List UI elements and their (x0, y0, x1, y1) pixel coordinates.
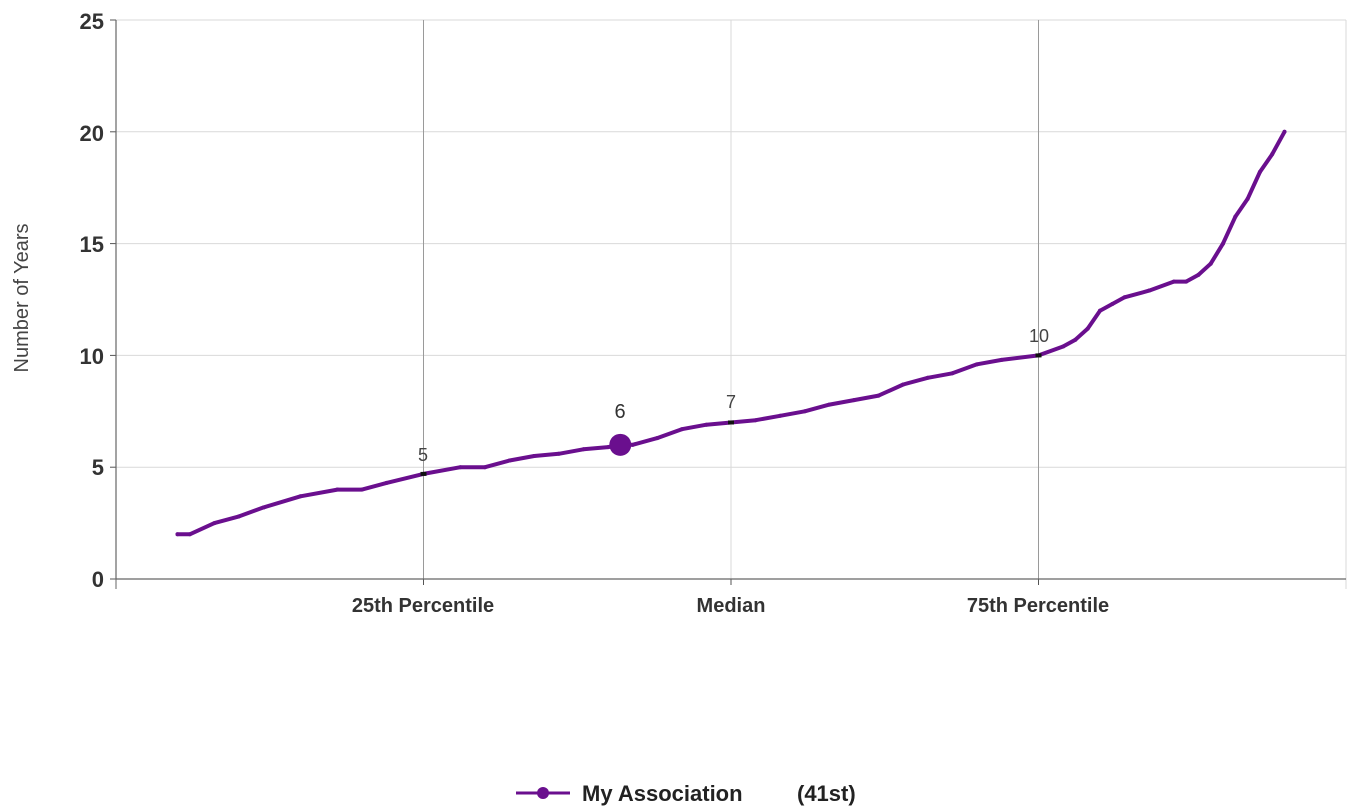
y-tick-label-20: 20 (80, 121, 104, 146)
data-point (483, 465, 487, 470)
annotation-median-value: 7 (726, 392, 736, 412)
data-point (827, 402, 832, 407)
data-point (1257, 170, 1262, 175)
data-point (1073, 337, 1078, 342)
data-point (1184, 279, 1189, 284)
data-point (778, 413, 783, 418)
y-tick-label-10: 10 (80, 344, 104, 369)
data-point (655, 436, 660, 441)
x-tick-label-median: Median (697, 595, 766, 617)
legend-rank: (41st) (797, 781, 856, 806)
annotation-layer: 5 7 10 6 (418, 326, 1049, 465)
annotation-25th-percentile-value: 5 (418, 445, 428, 465)
x-tick-label-75th-percentile: 75th Percentile (967, 595, 1109, 617)
my-association-value-label: 6 (614, 401, 625, 423)
data-point (261, 505, 266, 510)
data-point (1221, 241, 1225, 246)
data-point (212, 521, 217, 526)
data-point (175, 532, 180, 537)
y-tick-label-15: 15 (80, 232, 104, 257)
data-point (237, 514, 241, 519)
data-point (1270, 152, 1275, 157)
data-point (507, 458, 512, 463)
y-tick-label-5: 5 (92, 455, 104, 480)
legend-label: My Association (582, 781, 743, 806)
data-point (925, 375, 930, 380)
axis-layer: 0 5 10 15 20 25 25th Percentile Median 7… (11, 9, 1109, 617)
data-point (458, 465, 463, 470)
percentile-marker (728, 420, 734, 425)
data-point (1098, 308, 1102, 313)
legend: My Association (41st) (516, 781, 856, 806)
data-point (753, 418, 758, 423)
data-point (1061, 344, 1066, 349)
data-point (1196, 272, 1201, 277)
data-point (950, 371, 955, 376)
data-point (1233, 214, 1238, 219)
data-point (298, 494, 303, 499)
data-point (1171, 279, 1176, 284)
data-point (335, 487, 340, 492)
data-point (630, 442, 635, 447)
data-point (679, 427, 684, 432)
y-tick-label-25: 25 (80, 9, 104, 34)
data-point (1245, 196, 1250, 201)
data-point (999, 357, 1004, 362)
data-point (704, 422, 709, 427)
series-layer (175, 129, 1287, 537)
data-point (606, 445, 610, 450)
data-point (901, 382, 906, 387)
data-point (1147, 288, 1152, 293)
data-point (581, 447, 586, 452)
data-point (876, 393, 881, 398)
data-point (802, 409, 807, 414)
percentile-marker (420, 471, 427, 476)
data-point (1122, 295, 1127, 300)
data-point (532, 454, 537, 459)
legend-marker-swatch (537, 787, 549, 799)
data-point (852, 398, 856, 403)
y-tick-label-0: 0 (92, 567, 104, 592)
data-point (1110, 301, 1115, 306)
y-axis-label: Number of Years (11, 224, 33, 373)
data-point (360, 487, 364, 492)
data-point (1208, 261, 1213, 266)
data-point (384, 480, 389, 485)
data-point (556, 451, 561, 456)
percentile-marker (1035, 353, 1042, 358)
series-line-my-association (175, 129, 1287, 537)
data-point (975, 362, 979, 367)
annotation-75th-percentile-value: 10 (1029, 326, 1049, 346)
my-association-marker (609, 433, 632, 456)
x-tick-label-25th-percentile: 25th Percentile (352, 595, 494, 617)
grid-layer (110, 19, 1347, 589)
data-point (1085, 326, 1090, 331)
data-point (1282, 129, 1287, 134)
data-point (187, 532, 192, 537)
